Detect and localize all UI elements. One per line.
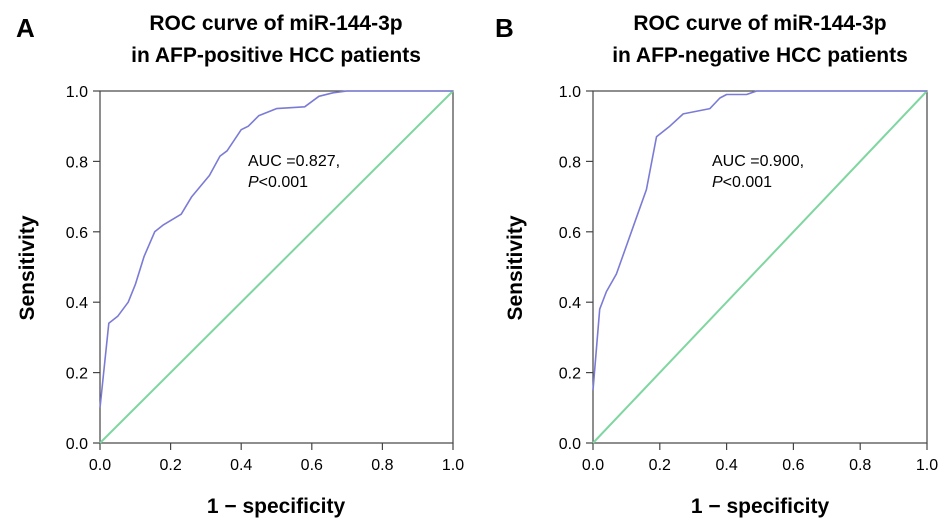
panel-a-plot-frame xyxy=(99,90,454,444)
panel-b-x-tick-label: 0.4 xyxy=(715,457,737,474)
panel-a-x-tick-label: 0.6 xyxy=(301,457,323,474)
panel-a-y-tick-label: 0.6 xyxy=(66,225,88,242)
panel-b-y-axis-label: Sensitivity xyxy=(504,215,527,320)
panel-b-x-tick-label: 0.2 xyxy=(649,457,671,474)
panel-b: B ROC curve of miR-144-3p in AFP-negativ… xyxy=(495,12,938,518)
panel-a-roc-curve xyxy=(99,90,453,408)
panel-a-y-tick-label: 0.0 xyxy=(66,436,88,453)
panel-b-y-tick-label: 0.0 xyxy=(559,436,581,453)
panel-b-y-tick-label: 0.6 xyxy=(559,225,581,242)
panel-a-x-tick-label: 0.0 xyxy=(89,457,111,474)
panel-a-p-italic: P xyxy=(248,174,259,191)
panel-b-plot-area: 0.0 0.2 0.4 0.6 0.8 1.0 0.0 0.2 0.4 0.6 0.8 1.0 xyxy=(559,84,938,474)
panel-b-x-tick-label: 0.6 xyxy=(782,457,804,474)
panel-b-auc-annotation: AUC =0.900, xyxy=(712,153,804,170)
panel-b-x-axis-label: 1 − specificity xyxy=(691,495,830,518)
panel-b-letter: B xyxy=(495,13,514,43)
panel-a-x-tick-label: 0.4 xyxy=(230,457,252,474)
panel-b-title-line-1: ROC curve of miR-144-3p xyxy=(633,12,886,35)
panel-b-y-tick-label: 1.0 xyxy=(559,84,581,101)
panel-b-p-annotation: P<0.001 xyxy=(712,174,772,191)
panel-a-p-annotation: P<0.001 xyxy=(248,174,308,191)
panel-b-p-italic: P xyxy=(712,174,723,191)
panel-a-y-tick-label: 1.0 xyxy=(66,84,88,101)
panel-b-y-tick-label: 0.2 xyxy=(559,366,581,383)
panel-a-x-axis-label: 1 − specificity xyxy=(207,495,346,518)
panel-a-p-value: <0.001 xyxy=(259,174,308,191)
panel-a-reference-line xyxy=(99,90,454,444)
panel-a-y-tick-label: 0.4 xyxy=(66,295,88,312)
panel-a-x-tick-label: 0.8 xyxy=(371,457,393,474)
panel-a: A ROC curve of miR-144-3p in AFP-positiv… xyxy=(16,12,464,518)
panel-b-y-tick-label: 0.4 xyxy=(559,295,581,312)
panel-a-y-tick-label: 0.2 xyxy=(66,366,88,383)
panel-a-title-line-1: ROC curve of miR-144-3p xyxy=(149,12,402,35)
panel-a-plot-area: 0.0 0.2 0.4 0.6 0.8 1.0 0.0 0.2 0.4 0.6 0.8 1.0 xyxy=(66,84,464,474)
panel-b-x-tick-label: 1.0 xyxy=(916,457,938,474)
panel-b-x-tick-label: 0.8 xyxy=(849,457,871,474)
panel-b-roc-curve xyxy=(592,90,927,391)
panel-b-x-tick-label: 0.0 xyxy=(582,457,604,474)
panel-a-x-tick-label: 1.0 xyxy=(442,457,464,474)
panel-b-y-tick-label: 0.8 xyxy=(559,154,581,171)
panel-b-title-line-2: in AFP-negative HCC patients xyxy=(612,44,908,67)
panel-b-p-value: <0.001 xyxy=(723,174,772,191)
panel-a-x-tick-label: 0.2 xyxy=(159,457,181,474)
panel-a-auc-annotation: AUC =0.827, xyxy=(248,153,340,170)
panel-a-title-line-2: in AFP-positive HCC patients xyxy=(131,44,421,67)
panel-a-y-axis-label: Sensitivity xyxy=(16,215,39,320)
panel-a-letter: A xyxy=(16,13,35,43)
panel-a-y-tick-label: 0.8 xyxy=(66,154,88,171)
panel-b-reference-line xyxy=(592,90,928,444)
